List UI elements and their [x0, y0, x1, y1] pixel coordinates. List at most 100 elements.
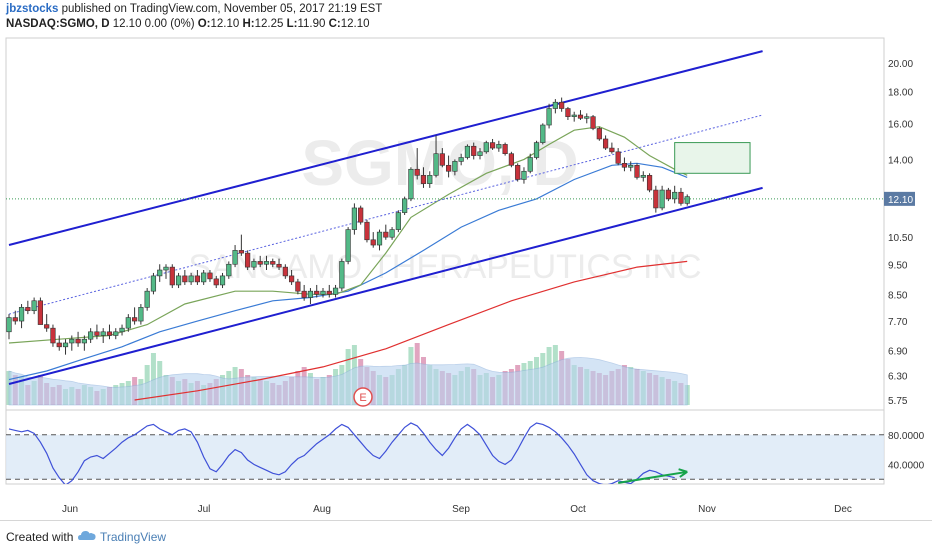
candle-body: [420, 175, 427, 184]
candle-body: [113, 331, 119, 336]
price-tick-label: 6.30: [888, 371, 908, 382]
candle-body: [238, 250, 244, 254]
ma-mid-line: [8, 162, 688, 381]
last-price-tag: [884, 191, 915, 206]
close-label: C:: [328, 18, 341, 30]
candle-body: [414, 168, 420, 176]
candle-body: [602, 138, 609, 149]
candle-body: [508, 153, 515, 166]
channel-upper-line: [8, 50, 763, 246]
candle-body: [75, 338, 81, 344]
stoch-tick-label: 80.0000: [888, 431, 925, 442]
candle-body: [88, 331, 94, 340]
candle-body: [502, 144, 508, 154]
candle-body: [332, 287, 339, 295]
candle-body: [339, 261, 345, 289]
candle-body: [37, 300, 43, 325]
price-tick-label: 10.50: [888, 233, 913, 244]
tradingview-brand[interactable]: TradingView: [100, 530, 167, 544]
price-tick-label: 6.90: [888, 347, 908, 358]
symbol-label: NASDAQ:SGMO, D: [6, 18, 110, 30]
candle-body: [684, 196, 690, 204]
time-tick-label: Jul: [198, 504, 211, 515]
candle-body: [395, 212, 401, 230]
candle-body: [640, 175, 646, 178]
candle-body: [157, 269, 163, 277]
stoch-band: [6, 434, 884, 480]
candle-body: [477, 151, 483, 156]
candle-body: [106, 331, 113, 336]
candle-body: [452, 161, 458, 172]
candle-body: [515, 164, 521, 180]
candle-body: [370, 239, 376, 246]
candle-body: [226, 263, 232, 277]
price-tick-label: 9.50: [888, 260, 908, 271]
candle-body: [326, 290, 332, 295]
candle-body: [219, 275, 226, 286]
high-value: 12.25: [254, 18, 284, 30]
candle-body: [364, 221, 370, 241]
close-value: 12.10: [340, 18, 370, 30]
candle-body: [169, 266, 175, 286]
candle-body: [132, 317, 138, 322]
candle-body: [201, 272, 207, 283]
candle-body: [559, 101, 565, 109]
time-tick-label: Nov: [698, 504, 716, 515]
created-with-label: Created with: [6, 530, 74, 544]
candle-body: [351, 207, 358, 230]
candle-body: [571, 114, 577, 117]
candle-body: [295, 281, 301, 292]
candle-body: [307, 290, 314, 298]
candle-body: [628, 164, 634, 168]
candle-body: [81, 338, 87, 344]
candle-body: [402, 198, 408, 213]
price-tick-label: 7.70: [888, 317, 908, 328]
channel-lower-line: [8, 186, 763, 385]
candle-body: [6, 317, 12, 333]
candle-body: [646, 175, 653, 191]
candle-body: [345, 229, 351, 262]
candle-body: [358, 207, 364, 223]
candle-body: [288, 275, 295, 283]
candle-body: [119, 327, 125, 333]
tradingview-cloud-icon[interactable]: [78, 529, 96, 543]
target-zone-box[interactable]: [674, 142, 751, 174]
candle-body: [458, 157, 464, 162]
candle-body: [31, 300, 37, 312]
ohlc-line: NASDAQ:SGMO, D 12.10 0.00 (0%) O:12.10 H…: [6, 17, 906, 32]
candle-body: [314, 290, 320, 295]
stoch-tick-label: 40.0000: [888, 460, 925, 471]
price-tick-label: 14.00: [888, 155, 913, 166]
volume-bar: [150, 353, 156, 405]
candle-body: [194, 275, 201, 283]
candle-body: [257, 261, 263, 265]
candle-body: [590, 116, 596, 129]
candle-body: [144, 290, 150, 308]
last-price-tag-label: 12.10: [888, 195, 913, 206]
candle-body: [659, 189, 665, 209]
candle-body: [276, 263, 282, 268]
price-pane-frame: [5, 37, 885, 411]
candle-body: [464, 145, 471, 158]
time-tick-label: Jun: [62, 504, 78, 515]
publisher-link[interactable]: jbzstocks: [6, 3, 59, 15]
candle-body: [50, 327, 56, 344]
candle-body: [439, 153, 445, 166]
trend-arrow-line[interactable]: [618, 470, 688, 484]
price-tick-label: 20.00: [888, 59, 913, 70]
candle-body: [301, 290, 307, 298]
candle-body: [672, 191, 678, 200]
earnings-marker[interactable]: [353, 387, 373, 407]
candle-body: [389, 229, 395, 238]
candle-body: [25, 307, 31, 312]
candle-body: [62, 342, 69, 348]
candle-body: [270, 261, 276, 265]
candle-body: [634, 164, 640, 178]
candle-body: [496, 144, 502, 149]
candle-body: [320, 290, 326, 295]
time-tick-label: Oct: [570, 504, 586, 515]
candle-body: [182, 275, 188, 283]
candle-body: [100, 331, 106, 336]
low-value: 11.90: [297, 18, 326, 30]
